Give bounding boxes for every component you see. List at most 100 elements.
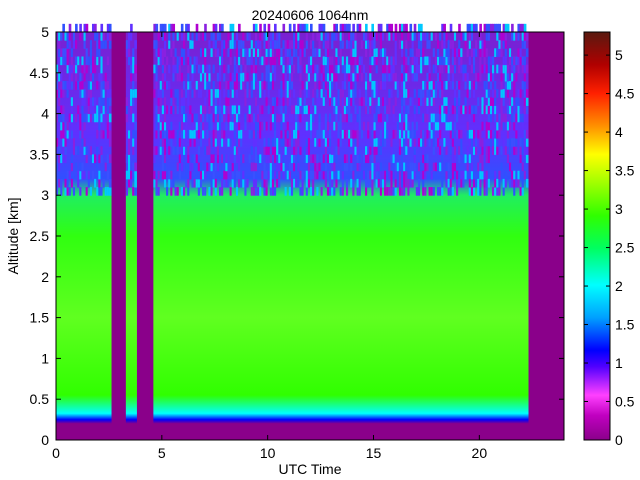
noise-cell	[229, 72, 233, 82]
noise-cell	[208, 146, 212, 155]
x-tick-label: 20	[472, 445, 488, 461]
noise-cell	[401, 97, 404, 106]
noise-cell	[417, 97, 421, 106]
noise-cell	[403, 138, 406, 147]
noise-cell	[91, 56, 95, 66]
noise-cell	[487, 129, 491, 139]
noise-cell	[502, 32, 506, 41]
heatmap-column	[195, 32, 199, 440]
noise-cell	[371, 40, 374, 49]
noise-cell	[174, 146, 178, 155]
noise-cell	[221, 129, 224, 139]
noise-cell	[263, 89, 267, 98]
noise-cell	[212, 138, 216, 147]
noise-cell	[286, 64, 290, 74]
noise-cell	[261, 32, 264, 41]
noise-cell	[396, 178, 400, 188]
noise-cell	[449, 64, 453, 74]
noise-cell	[420, 32, 423, 41]
noise-cell	[517, 170, 521, 180]
noise-cell	[481, 146, 485, 155]
noise-cell	[193, 178, 197, 188]
noise-cell	[108, 32, 112, 41]
noise-cell	[210, 138, 214, 147]
noise-cell	[60, 89, 63, 98]
noise-cell	[415, 121, 419, 131]
noise-cell	[221, 138, 224, 147]
heatmap-column	[362, 32, 366, 440]
noise-cell	[411, 121, 415, 131]
noise-cell	[210, 178, 214, 188]
noise-cell	[216, 32, 220, 41]
noise-cell	[375, 113, 379, 123]
noise-cell	[519, 187, 523, 196]
noise-cell	[489, 113, 493, 123]
noise-cell	[242, 178, 245, 188]
noise-cell	[227, 105, 231, 115]
noise-cell	[70, 64, 74, 74]
noise-cell	[377, 162, 381, 172]
noise-cell	[208, 162, 212, 172]
noise-cell	[183, 146, 186, 155]
noise-cell	[68, 40, 72, 49]
heatmap-column	[218, 32, 222, 440]
noise-cell	[180, 187, 184, 196]
noise-cell	[424, 138, 427, 147]
noise-cell	[161, 89, 165, 98]
noise-cell	[411, 178, 415, 188]
noise-cell	[388, 97, 391, 106]
noise-cell	[104, 187, 108, 196]
noise-cell	[464, 32, 468, 41]
noise-cell	[231, 72, 235, 82]
noise-cell	[187, 64, 190, 74]
noise-cell	[496, 113, 499, 123]
noise-cell	[231, 89, 235, 98]
noise-cell	[468, 113, 472, 123]
noise-cell	[170, 129, 173, 139]
noise-cell	[108, 89, 112, 98]
noise-cell	[417, 48, 421, 57]
noise-cell	[307, 178, 311, 188]
heatmap-column	[377, 32, 381, 440]
noise-cell	[405, 40, 408, 49]
noise-cell	[523, 32, 527, 41]
noise-cell	[183, 56, 186, 66]
noise-cell	[176, 72, 180, 82]
noise-cell	[481, 48, 485, 57]
noise-cell	[231, 138, 235, 147]
noise-cell	[310, 154, 313, 164]
noise-cell	[375, 162, 379, 172]
noise-cell	[235, 72, 239, 82]
noise-cell	[274, 113, 277, 123]
noise-cell	[259, 105, 262, 115]
noise-cell	[130, 23, 133, 33]
noise-cell	[307, 162, 311, 172]
noise-cell	[350, 40, 353, 49]
noise-cell	[339, 89, 343, 98]
heatmap-column	[221, 32, 224, 440]
noise-cell	[269, 162, 273, 172]
noise-cell	[155, 64, 159, 74]
noise-cell	[246, 32, 250, 41]
noise-cell	[494, 178, 497, 188]
noise-cell	[157, 48, 161, 57]
noise-cell	[420, 64, 423, 74]
noise-cell	[521, 162, 525, 172]
noise-cell	[286, 129, 290, 139]
noise-cell	[369, 56, 372, 66]
noise-cell	[96, 146, 99, 155]
noise-cell	[89, 48, 93, 57]
noise-cell	[470, 170, 474, 180]
noise-cell	[432, 121, 436, 131]
noise-cell	[390, 23, 394, 33]
noise-cell	[310, 187, 313, 196]
noise-cell	[223, 89, 226, 98]
heatmap-column	[153, 32, 156, 440]
colorbar-tick-label: 3	[615, 201, 623, 217]
noise-cell	[424, 97, 427, 106]
noise-cell	[515, 121, 518, 131]
noise-cell	[324, 146, 328, 155]
noise-cell	[261, 129, 264, 139]
noise-cell	[502, 178, 506, 188]
